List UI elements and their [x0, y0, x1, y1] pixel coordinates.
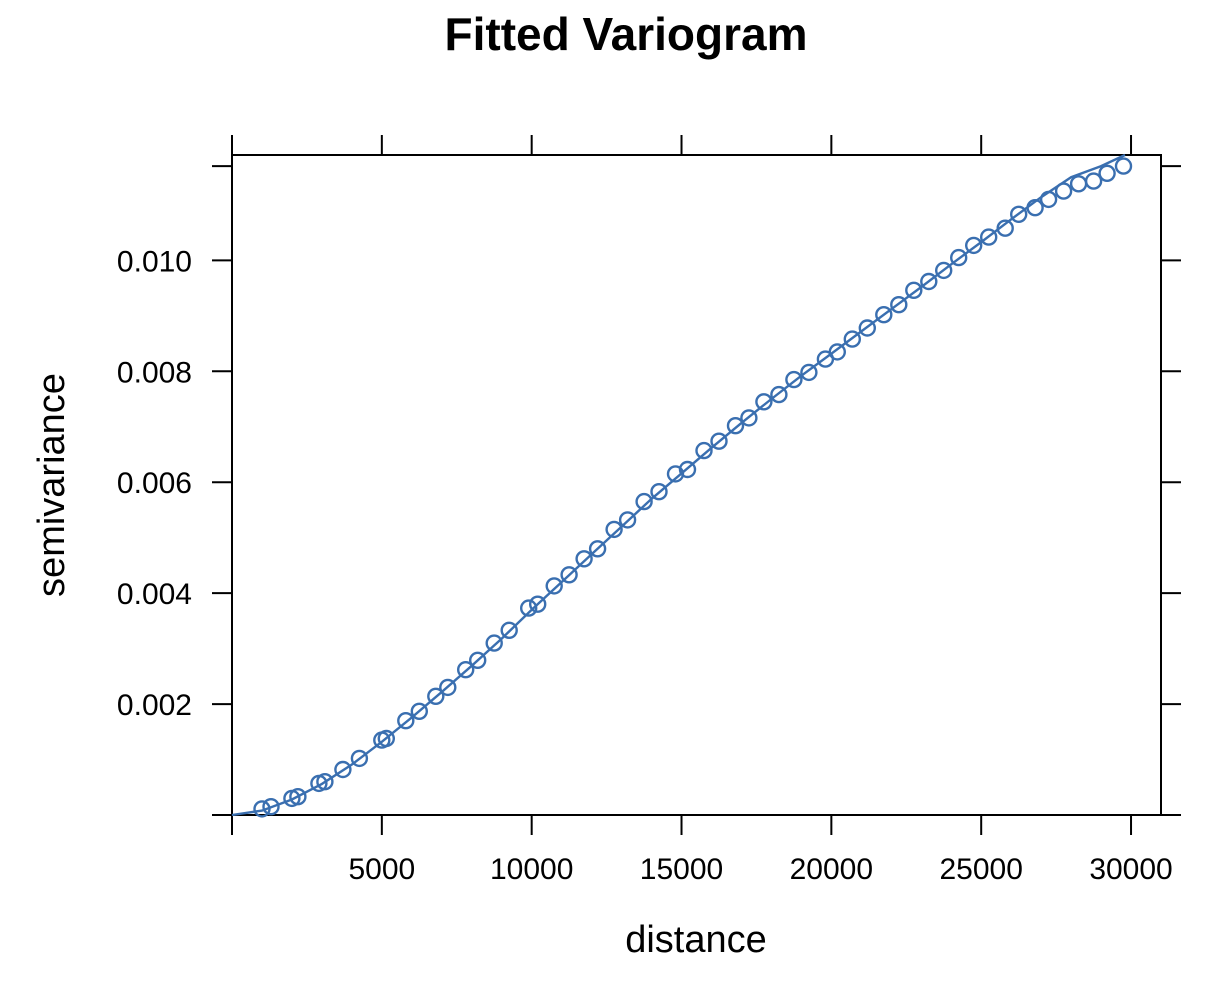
data-point	[410, 702, 428, 720]
data-point	[950, 248, 968, 267]
data-point	[980, 228, 998, 246]
data-point	[785, 370, 803, 389]
data-point	[755, 393, 773, 411]
axis-ticks	[212, 135, 1181, 835]
data-point	[560, 566, 578, 584]
data-point	[316, 773, 334, 791]
data-point	[377, 729, 395, 748]
x-tick-label: 25000	[939, 853, 1022, 886]
data-point	[650, 483, 668, 501]
data-point	[935, 261, 953, 280]
data-point	[545, 577, 563, 595]
data-point	[397, 712, 415, 730]
x-tick-label: 20000	[790, 853, 873, 886]
data-point	[253, 800, 271, 818]
data-point	[996, 219, 1014, 237]
data-point	[289, 788, 307, 806]
data-point	[469, 651, 487, 669]
y-axis-label: semivariance	[31, 373, 73, 597]
data-point	[695, 441, 713, 460]
data-point	[905, 281, 923, 299]
y-tick-label: 0.002	[117, 689, 192, 722]
x-axis-label: distance	[625, 919, 767, 961]
data-point	[439, 678, 457, 697]
data-point	[1039, 190, 1058, 209]
data-point	[520, 599, 538, 617]
data-point	[457, 661, 475, 679]
data-point	[666, 465, 685, 483]
data-point	[1084, 172, 1103, 190]
data-point	[635, 492, 653, 511]
data-point	[1026, 198, 1044, 217]
x-tick-label: 10000	[490, 853, 573, 886]
y-tick-label: 0.008	[117, 356, 192, 389]
data-point	[710, 432, 728, 450]
data-point	[1069, 175, 1088, 193]
data-point	[920, 272, 938, 291]
data-point	[828, 343, 846, 361]
x-tick-label: 15000	[640, 853, 723, 886]
data-point	[890, 296, 908, 314]
x-tick-label: 30000	[1089, 853, 1172, 886]
data-point	[350, 749, 369, 768]
data-series	[231, 153, 1133, 818]
data-point	[678, 460, 697, 479]
axis-tick-labels: 5000 10000 15000 20000 25000 30000 0.002 0.004 0…	[117, 245, 1173, 886]
y-tick-label: 0.004	[117, 578, 192, 611]
x-tick-label: 5000	[348, 853, 415, 886]
data-point	[770, 385, 788, 404]
fitted-model-line	[231, 153, 1126, 817]
data-point	[500, 621, 518, 639]
data-point	[1054, 182, 1073, 200]
data-point	[529, 595, 547, 613]
data-point	[605, 520, 623, 539]
data-point	[262, 798, 280, 816]
data-point	[800, 363, 818, 382]
data-point	[1010, 205, 1028, 224]
data-point	[858, 319, 876, 337]
data-point	[965, 236, 983, 255]
data-point	[618, 511, 637, 529]
y-tick-label: 0.010	[117, 245, 192, 278]
plot-frame	[231, 154, 1162, 816]
data-point	[485, 634, 503, 652]
data-point	[427, 687, 445, 705]
y-tick-label: 0.006	[117, 467, 192, 500]
chart-title: Fitted Variogram	[445, 8, 808, 60]
data-point	[575, 550, 593, 568]
data-point	[740, 409, 758, 427]
data-point	[588, 540, 607, 558]
data-point	[1098, 164, 1116, 183]
data-point	[334, 760, 352, 779]
data-point	[726, 417, 745, 435]
data-point	[875, 306, 893, 324]
data-point	[1114, 157, 1133, 175]
data-point	[843, 330, 861, 348]
